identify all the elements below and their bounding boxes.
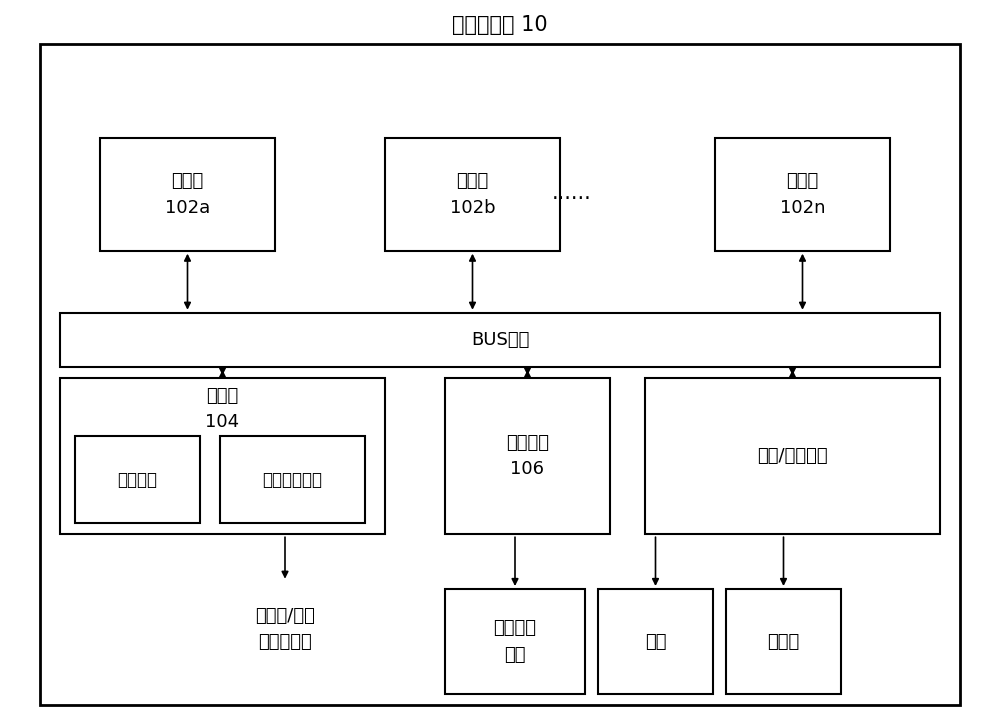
Bar bbox=[100, 138, 275, 251]
Bar bbox=[598, 589, 713, 694]
Bar bbox=[445, 378, 610, 534]
Bar bbox=[645, 378, 940, 534]
Text: 存储器
104: 存储器 104 bbox=[205, 387, 240, 431]
Bar bbox=[60, 378, 385, 534]
Text: 有线和/或无
线网络连接: 有线和/或无 线网络连接 bbox=[255, 606, 315, 651]
Text: 输入/输出接口: 输入/输出接口 bbox=[757, 447, 828, 465]
Bar bbox=[445, 589, 585, 694]
Text: BUS总线: BUS总线 bbox=[471, 331, 529, 349]
Bar bbox=[385, 138, 560, 251]
Bar bbox=[220, 436, 365, 523]
Text: 光标控制
设备: 光标控制 设备 bbox=[494, 619, 536, 664]
Bar bbox=[75, 436, 200, 523]
Bar bbox=[60, 313, 940, 367]
Text: 处理器
102n: 处理器 102n bbox=[780, 172, 825, 217]
Bar bbox=[715, 138, 890, 251]
Text: 处理器
102a: 处理器 102a bbox=[165, 172, 210, 217]
Text: 处理器
102b: 处理器 102b bbox=[450, 172, 495, 217]
Text: 传输装置
106: 传输装置 106 bbox=[506, 434, 549, 478]
Text: 计算机终端 10: 计算机终端 10 bbox=[452, 15, 548, 36]
Text: 键盘: 键盘 bbox=[645, 632, 666, 651]
Text: 数据存储装置: 数据存储装置 bbox=[262, 471, 322, 489]
Text: ......: ...... bbox=[552, 182, 592, 203]
Text: 程序指令: 程序指令 bbox=[118, 471, 158, 489]
Bar bbox=[726, 589, 841, 694]
Text: 显示器: 显示器 bbox=[767, 632, 800, 651]
